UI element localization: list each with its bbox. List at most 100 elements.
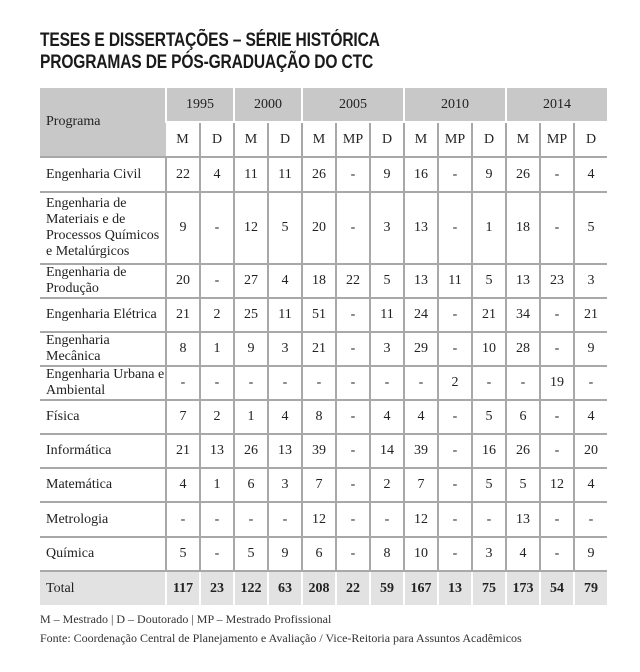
cell-value: 9 (267, 536, 302, 571)
cell-value: 23 (199, 570, 234, 605)
cell-value: - (539, 501, 574, 537)
cell-value: 9 (573, 331, 607, 366)
cell-value: 1 (471, 191, 506, 264)
cell-value: 12 (233, 191, 268, 264)
cell-value: 21 (471, 297, 506, 332)
cell-value: - (437, 501, 472, 537)
cell-value: 5 (233, 536, 268, 571)
cell-value: 20 (165, 263, 200, 298)
cell-value: 4 (165, 467, 200, 502)
program-name: Química (40, 536, 166, 571)
cell-value: - (335, 467, 370, 502)
program-name: Informática (40, 433, 166, 468)
document-title: TESES E DISSERTAÇÕES – SÉRIE HISTÓRICA P… (40, 30, 380, 74)
cell-value: 11 (437, 263, 472, 298)
cell-value: 22 (165, 156, 200, 192)
cell-value: - (335, 156, 370, 192)
table-row: Engenharia de Produção 20-27 4 18 22 5 13 11 5 13… (40, 263, 607, 298)
cell-value: 54 (539, 570, 574, 605)
program-name: Física (40, 399, 166, 434)
cell-value: 4 (573, 156, 607, 192)
cell-value: 11 (369, 297, 404, 332)
cell-value: - (471, 501, 506, 537)
column-header: M (403, 121, 438, 157)
cell-value: 2 (437, 365, 472, 400)
column-header: M (301, 121, 336, 157)
cell-value: 13 (199, 433, 234, 468)
cell-value: - (437, 467, 472, 502)
table-row: Engenharia Mecânica 8 1 9 3 21-3 29-10 28-9 (40, 331, 607, 366)
program-name: Matemática (40, 467, 166, 502)
cell-value: 21 (301, 331, 336, 366)
cell-value: 18 (301, 263, 336, 298)
cell-value: 24 (403, 297, 438, 332)
column-header: D (267, 121, 302, 157)
cell-value: 9 (165, 191, 200, 264)
cell-value: 5 (471, 399, 506, 434)
cell-value: 2 (199, 399, 234, 434)
cell-value: 26 (505, 156, 540, 192)
column-header: MP (539, 121, 574, 157)
cell-value: 26 (233, 433, 268, 468)
cell-value: - (199, 501, 234, 537)
cell-value: 7 (165, 399, 200, 434)
cell-value: 39 (403, 433, 438, 468)
total-row: Total 117 23 122 63 208 22 59 167 13 75 173 54 79 (40, 570, 607, 605)
column-header: D (369, 121, 404, 157)
cell-value: 4 (267, 399, 302, 434)
subheader-row: M D M D M MP D M MP D M MP D (40, 121, 607, 157)
cell-value: 21 (573, 297, 607, 332)
cell-value: - (369, 365, 404, 400)
table-row: Engenharia Elétrica 21 2 25 11 51-11 24-21 34-2… (40, 297, 607, 332)
cell-value: - (335, 297, 370, 332)
cell-value: 9 (573, 536, 607, 571)
cell-value: 63 (267, 570, 302, 605)
column-header: M (233, 121, 268, 157)
cell-value: 3 (369, 331, 404, 366)
cell-value: - (233, 365, 268, 400)
source-note: Fonte: Coordenação Central de Planejamen… (40, 631, 522, 645)
cell-value: 12 (301, 501, 336, 537)
cell-value: - (335, 365, 370, 400)
cell-value: 13 (505, 501, 540, 537)
program-name: Engenharia Mecânica (40, 331, 166, 366)
cell-value: - (437, 399, 472, 434)
cell-value: 13 (403, 191, 438, 264)
cell-value: 4 (403, 399, 438, 434)
year-header: 2005 (301, 88, 404, 122)
cell-value: 27 (233, 263, 268, 298)
cell-value: 79 (573, 570, 607, 605)
table-row: Física 7 2 1 4 8-4 4-5 6-4 (40, 399, 607, 434)
cell-value: - (335, 191, 370, 264)
year-header: 1995 (165, 88, 234, 122)
cell-value: 25 (233, 297, 268, 332)
cell-value: - (539, 297, 574, 332)
year-header: 2000 (233, 88, 302, 122)
cell-value: 26 (301, 156, 336, 192)
column-header: D (573, 121, 607, 157)
cell-value: 13 (505, 263, 540, 298)
cell-value: - (369, 501, 404, 537)
table-row: Química 5-5 9 6-8 10-3 4-9 (40, 536, 607, 571)
cell-value: 14 (369, 433, 404, 468)
cell-value: - (199, 191, 234, 264)
cell-value: 6 (505, 399, 540, 434)
cell-value: 9 (233, 331, 268, 366)
cell-value: - (437, 331, 472, 366)
table-row: Informática 21 13 26 13 39-14 39-16 26-20 (40, 433, 607, 468)
cell-value: 8 (369, 536, 404, 571)
cell-value: 2 (369, 467, 404, 502)
cell-value: 3 (573, 263, 607, 298)
year-header: 2014 (505, 88, 607, 122)
program-name: Engenharia de Materiais e de Processos Q… (40, 191, 166, 264)
cell-value: - (505, 365, 540, 400)
cell-value: 1 (199, 467, 234, 502)
cell-value: 39 (301, 433, 336, 468)
cell-value: 20 (301, 191, 336, 264)
cell-value: 1 (233, 399, 268, 434)
program-name: Engenharia Elétrica (40, 297, 166, 332)
cell-value: 10 (471, 331, 506, 366)
cell-value: - (437, 433, 472, 468)
cell-value: 5 (471, 467, 506, 502)
cell-value: - (437, 156, 472, 192)
